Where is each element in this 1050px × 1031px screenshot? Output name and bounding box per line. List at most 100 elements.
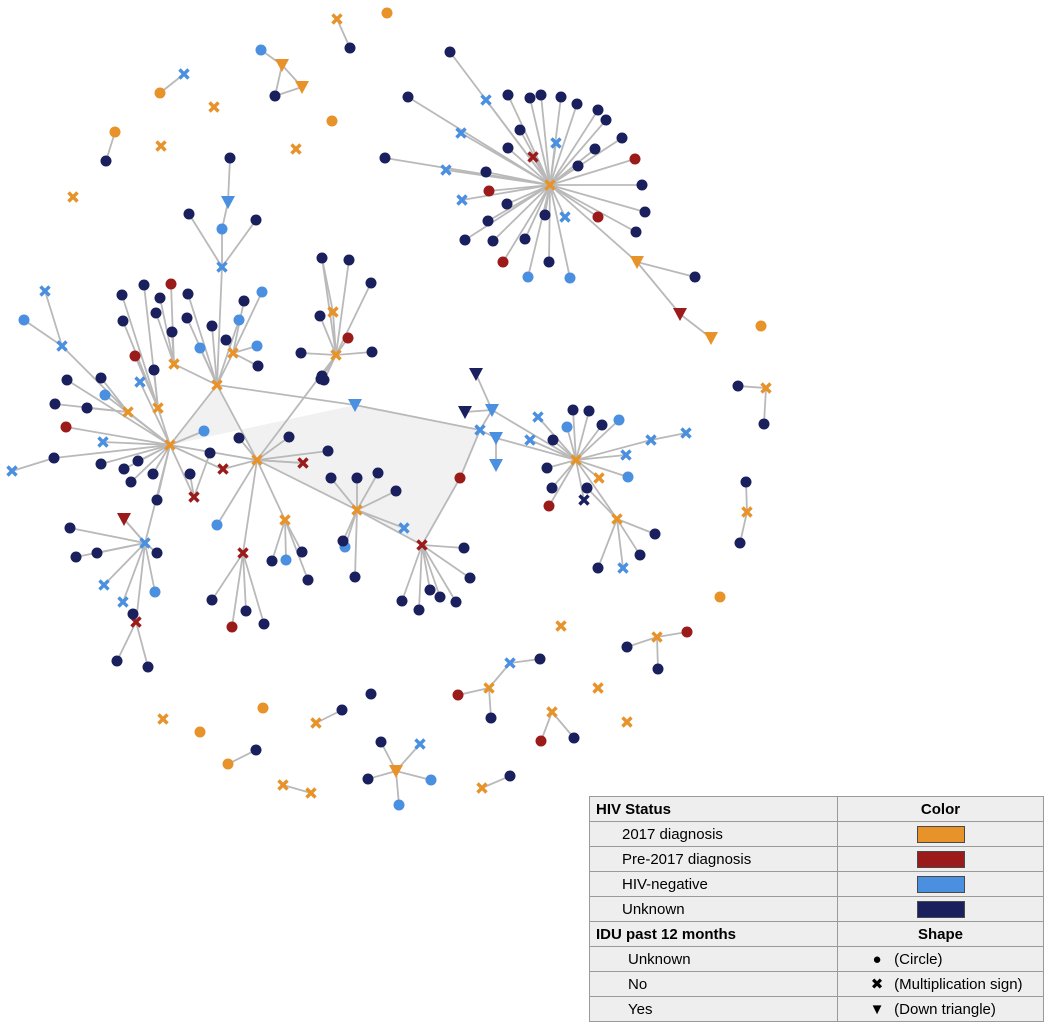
network-edge — [575, 454, 627, 461]
node-unknown-circle — [116, 289, 128, 301]
network-edge — [256, 459, 286, 521]
network-edge — [549, 184, 566, 218]
node-unknown-circle — [534, 653, 546, 665]
network-edge — [460, 132, 551, 186]
node-negative-cross — [504, 657, 516, 669]
node-unknown-circle — [147, 468, 159, 480]
node-unknown-circle — [295, 347, 307, 359]
network-edge — [135, 621, 149, 668]
network-edge — [216, 459, 258, 526]
node-negative-circle — [280, 554, 292, 566]
node-unknown-circle — [252, 360, 264, 372]
node-negative-cross — [6, 465, 18, 477]
node-pre2017-cross — [416, 539, 428, 551]
legend-status-header: HIV Status — [589, 796, 838, 822]
node-unknown-circle — [337, 535, 349, 547]
network-edge — [103, 542, 146, 586]
network-edge — [549, 184, 571, 279]
node-pre2017-circle — [165, 278, 177, 290]
node-unknown-circle — [343, 254, 355, 266]
node-negative-cross — [474, 424, 486, 436]
node-diag2017-cross — [208, 101, 220, 113]
node-diag2017-cross — [593, 472, 605, 484]
node-unknown-circle — [734, 537, 746, 549]
network-edge — [116, 621, 137, 662]
node-negative-cross — [178, 68, 190, 80]
network-edge — [155, 312, 175, 365]
circle-icon: ● — [872, 950, 882, 968]
node-pre2017-circle — [452, 689, 464, 701]
shape-cross-desc: (Multiplication sign) — [894, 976, 1023, 993]
node-diag2017-triangle — [275, 59, 289, 72]
node-negative-cross — [414, 738, 426, 750]
node-diag2017-circle — [381, 7, 393, 19]
network-edge — [540, 94, 551, 186]
network-edge — [231, 552, 244, 628]
node-unknown-circle — [233, 432, 245, 444]
node-unknown-circle — [117, 315, 129, 327]
node-unknown-circle — [413, 604, 425, 616]
network-edge — [575, 459, 618, 520]
node-negative-circle — [622, 471, 634, 483]
legend-row-pre2017: Pre-2017 diagnosis — [589, 846, 1044, 872]
network-edge — [216, 384, 356, 406]
network-edge — [418, 544, 423, 611]
node-unknown-circle — [61, 374, 73, 386]
node-diag2017-circle — [257, 702, 269, 714]
network-edge — [256, 450, 329, 461]
node-diag2017-cross — [741, 506, 753, 518]
node-diag2017-cross — [327, 306, 339, 318]
network-edge — [66, 379, 171, 446]
network-edge — [485, 171, 551, 186]
network-edge — [232, 300, 245, 354]
node-unknown-circle — [325, 472, 337, 484]
node-diag2017-circle — [109, 126, 121, 138]
node-negative-cross — [617, 562, 629, 574]
node-diag2017-cross — [211, 379, 223, 391]
node-diag2017-cross — [168, 358, 180, 370]
node-unknown-circle — [125, 476, 137, 488]
node-negative-circle — [216, 223, 228, 235]
network-edge — [636, 261, 696, 278]
node-negative-circle — [211, 519, 223, 531]
node-unknown-circle — [630, 226, 642, 238]
shape-circle-desc: (Circle) — [894, 950, 943, 968]
node-unknown-circle — [365, 688, 377, 700]
node-unknown-circle — [732, 380, 744, 392]
node-unknown-circle — [132, 455, 144, 467]
node-negative-cross — [550, 137, 562, 149]
node-unknown-triangle — [458, 406, 472, 419]
node-unknown-circle — [344, 42, 356, 54]
node-unknown-circle — [296, 546, 308, 558]
network-edge — [222, 459, 258, 470]
node-diag2017-cross — [277, 779, 289, 791]
network-edge — [61, 345, 129, 413]
network-edge — [549, 109, 599, 186]
network-edge — [548, 184, 551, 263]
node-unknown-circle — [568, 732, 580, 744]
network-edge — [549, 158, 636, 186]
node-unknown-circle — [182, 288, 194, 300]
node-diag2017-cross — [164, 439, 176, 451]
node-diag2017-cross — [67, 191, 79, 203]
network-edge — [575, 419, 620, 461]
node-unknown-circle — [502, 89, 514, 101]
node-unknown-circle — [379, 152, 391, 164]
legend-row-idu-no: No ✖ (Multiplication sign) — [589, 971, 1044, 997]
legend-label-pre2017: Pre-2017 diagnosis — [589, 846, 838, 872]
node-diag2017-cross — [351, 504, 363, 516]
network-edge — [100, 444, 171, 465]
node-unknown-circle — [91, 547, 103, 559]
legend-label-unknown: Unknown — [589, 896, 838, 922]
network-edge — [321, 257, 337, 356]
node-unknown-circle — [250, 214, 262, 226]
multiplication-icon: ✖ — [870, 976, 884, 993]
network-edge — [401, 544, 423, 602]
network-edge — [216, 319, 240, 386]
network-edge — [507, 94, 551, 186]
node-unknown-circle — [396, 595, 408, 607]
network-edge — [356, 509, 405, 529]
node-diag2017-cross — [651, 631, 663, 643]
network-edge — [211, 552, 244, 601]
node-unknown-circle — [482, 215, 494, 227]
